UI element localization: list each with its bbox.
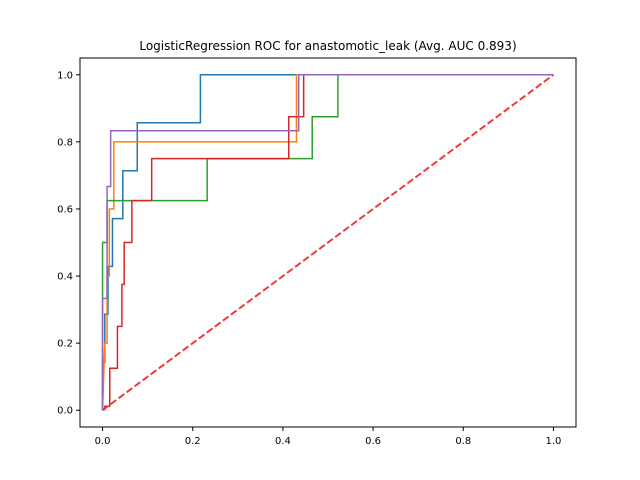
x-axis: 0.0 0.2 0.4 0.6 0.8 1.0	[95, 427, 562, 447]
roc-curve-2	[101, 74, 554, 411]
x-tick-label: 0.6	[365, 436, 381, 447]
plot-lines	[101, 73, 555, 412]
y-tick-label: 0.4	[57, 272, 73, 283]
roc-curve-4	[104, 74, 554, 411]
y-axis: 0.0 0.2 0.4 0.6 0.8 1.0	[57, 70, 80, 417]
chart-title: LogisticRegression ROC for anastomotic_l…	[139, 39, 516, 53]
axes-frame	[79, 57, 577, 428]
chance-diagonal-line	[101, 73, 555, 412]
y-tick-label: 0.6	[57, 204, 73, 215]
x-tick-label: 0.4	[275, 436, 291, 447]
y-tick-label: 1.0	[57, 70, 73, 81]
y-tick-label: 0.0	[57, 406, 73, 417]
x-tick-label: 1.0	[546, 436, 562, 447]
x-tick-label: 0.0	[95, 436, 111, 447]
x-tick-label: 0.8	[455, 436, 471, 447]
roc-curve-5	[101, 74, 554, 411]
y-tick-label: 0.2	[57, 339, 73, 350]
y-tick-label: 0.8	[57, 137, 73, 148]
x-tick-label: 0.2	[185, 436, 201, 447]
